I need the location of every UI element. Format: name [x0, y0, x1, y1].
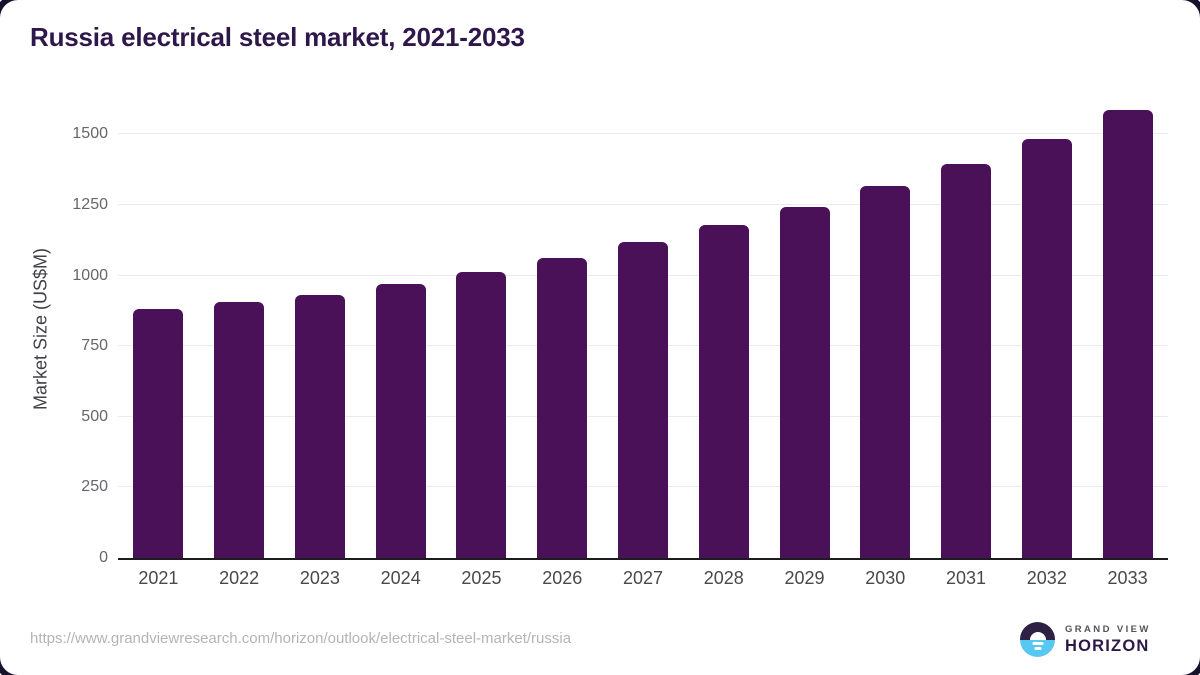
- source-url: https://www.grandviewresearch.com/horizo…: [30, 630, 572, 647]
- y-tick-label-1500: 1500: [72, 125, 108, 143]
- gridline-1500: [118, 133, 1168, 135]
- y-tick-label-250: 250: [81, 478, 108, 496]
- y-tick-label-1000: 1000: [72, 266, 108, 284]
- bar-2027[interactable]: [617, 242, 668, 558]
- x-tick-label-2026: 2026: [542, 568, 583, 588]
- y-tick-label-0: 0: [99, 549, 108, 566]
- x-tick-label-2027: 2027: [622, 568, 663, 588]
- bar-2025[interactable]: [456, 271, 507, 558]
- plot-area: 0 250 500 750 1000 1250 1500: [72, 100, 1168, 566]
- bar-2030[interactable]: [860, 185, 911, 558]
- x-tick-label-2029: 2029: [784, 568, 825, 588]
- y-tick-label-500: 500: [81, 407, 108, 425]
- bar-2022[interactable]: [214, 302, 265, 558]
- x-tick-label-2021: 2021: [138, 568, 179, 588]
- x-axis-labels: 2021 2022 2023 2024 2025 2026 2027 2028 2029 2030…: [118, 568, 1168, 589]
- brand-logo: GRAND VIEW HORIZON: [1020, 622, 1151, 657]
- x-tick-label-2028: 2028: [703, 568, 744, 588]
- bar-2033[interactable]: [1102, 110, 1153, 558]
- bar-2029[interactable]: [779, 207, 830, 558]
- logo-sun-icon: [1029, 631, 1046, 640]
- logo-horizon-text: HORIZON: [1065, 636, 1150, 655]
- logo-reflection-stripe: [1032, 642, 1043, 645]
- x-tick-label-2025: 2025: [461, 568, 502, 588]
- logo-grand-view-text: GRAND VIEW: [1065, 623, 1151, 635]
- x-tick-label-2031: 2031: [946, 568, 987, 588]
- bar-2021[interactable]: [133, 309, 184, 558]
- bar-2023[interactable]: [294, 295, 345, 558]
- bar-2032[interactable]: [1021, 138, 1072, 558]
- bar-2024[interactable]: [375, 284, 426, 558]
- y-tick-label-750: 750: [81, 337, 108, 355]
- x-tick-label-2032: 2032: [1026, 568, 1067, 588]
- chart-title: Russia electrical steel market, 2021-203…: [30, 22, 525, 52]
- bar-2031[interactable]: [941, 164, 992, 558]
- x-tick-label-2023: 2023: [299, 568, 340, 588]
- horizon-sun-logo-icon: [1020, 622, 1055, 657]
- y-tick-label-1250: 1250: [72, 196, 108, 214]
- bar-series: [118, 100, 1168, 558]
- bar-2026[interactable]: [537, 257, 588, 558]
- x-tick-label-2030: 2030: [865, 568, 906, 588]
- bar-2028[interactable]: [698, 225, 749, 558]
- logo-reflection-stripe: [1034, 647, 1041, 650]
- logo-text: GRAND VIEW HORIZON: [1065, 624, 1151, 656]
- gridline-1250: [118, 204, 1168, 206]
- logo-sky-half: [1020, 622, 1055, 640]
- x-tick-label-2033: 2033: [1107, 568, 1148, 588]
- x-tick-label-2022: 2022: [219, 568, 260, 588]
- x-tick-label-2024: 2024: [380, 568, 421, 588]
